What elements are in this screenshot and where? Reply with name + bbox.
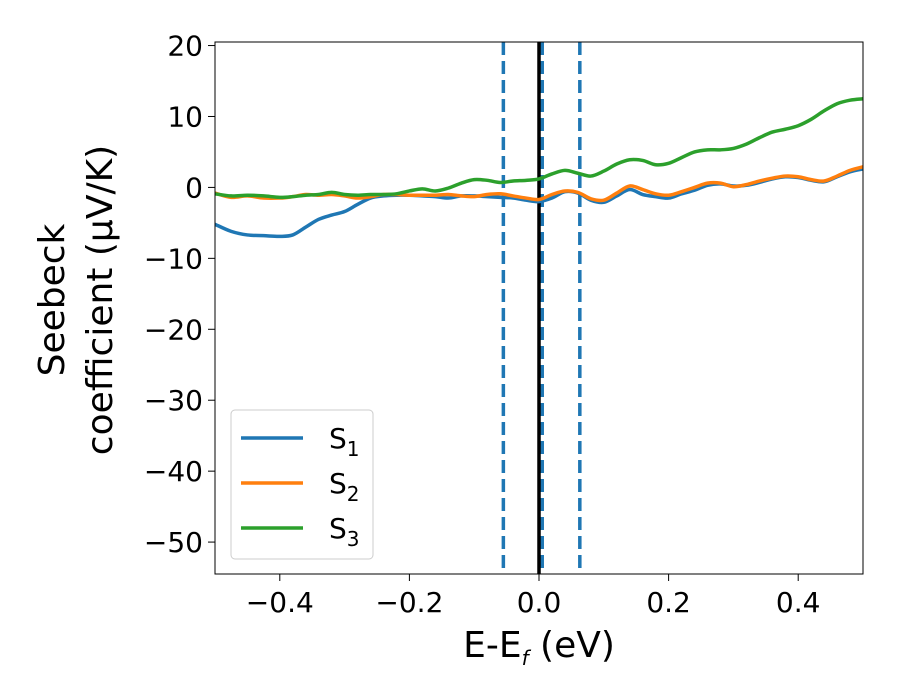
y-tick-label: −20	[144, 313, 203, 346]
y-tick-label: 0	[185, 171, 203, 204]
legend-label-s1: S1	[329, 422, 360, 461]
x-tick-label: 0.4	[776, 586, 821, 619]
vertical-reference-lines	[501, 42, 582, 574]
legend-label-s2: S2	[329, 467, 360, 506]
x-tick-label: −0.2	[375, 586, 443, 619]
y-axis-label: Seebeck coefficient (μV/K)	[32, 145, 121, 455]
series-lines	[215, 97, 863, 239]
y-axis-label-line2: coefficient (μV/K)	[80, 145, 121, 455]
y-axis-ticks: 20 10 0 −10 −20 −30 −40 −50	[144, 30, 215, 559]
y-tick-label: 10	[167, 100, 203, 133]
x-axis-label-main: E-E	[463, 625, 521, 666]
y-tick-label: −40	[144, 455, 203, 488]
x-axis-ticks: −0.4 −0.2 0.0 0.2 0.4	[246, 574, 821, 619]
y-tick-label: −30	[144, 384, 203, 417]
x-tick-label: −0.4	[246, 586, 314, 619]
y-tick-label: 20	[167, 30, 203, 63]
y-tick-label: −50	[144, 526, 203, 559]
x-tick-label: 0.2	[646, 586, 691, 619]
series-line-s2	[215, 165, 863, 203]
x-tick-label: 0.0	[517, 586, 562, 619]
legend: S1 S2 S3	[230, 409, 374, 560]
legend-label-s3: S3	[329, 512, 360, 551]
y-axis-label-line1: Seebeck	[32, 223, 73, 376]
series-line-s3	[215, 97, 863, 200]
x-axis-label: E-Ef (eV)	[463, 625, 615, 670]
x-axis-label-subscript: f	[522, 646, 532, 670]
y-tick-label: −10	[144, 242, 203, 275]
x-axis-label-unit: (eV)	[529, 625, 615, 666]
